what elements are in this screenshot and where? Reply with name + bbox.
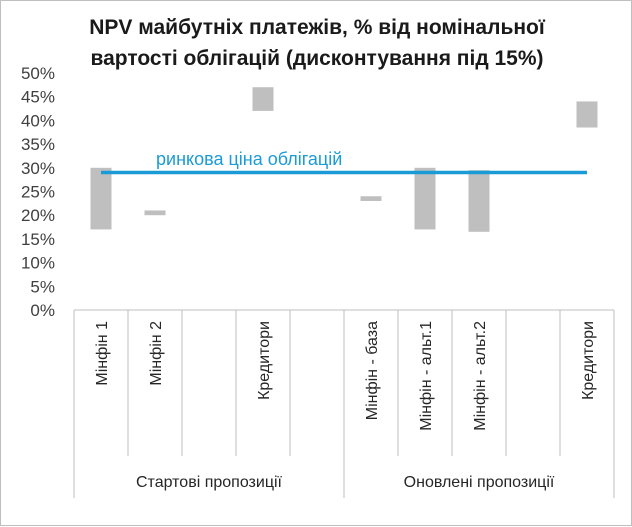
x-group-label: Оновлені пропозиції [404,474,555,491]
y-axis: 0% 5% 10% 15% 20% 25% 30% 35% 40% 45% 50% [21,64,55,320]
x-category-label: Кредитори [256,321,273,400]
range-bar [576,101,598,128]
y-tick-label: 40% [21,111,55,130]
chart-title-line-1: NPV майбутніх платежів, % від номінально… [89,16,546,39]
y-tick-label: 30% [21,159,55,178]
range-bar [414,167,436,230]
x-category-label: Мінфін - альт.1 [418,321,435,431]
y-tick-label: 45% [21,88,55,107]
x-category-label: Мінфін - база [364,321,381,420]
range-bar [144,210,166,216]
market-price-label: ринкова ціна облігацій [156,149,342,169]
y-tick-label: 0% [30,301,55,320]
x-category-label: Мінфін - альт.2 [472,321,489,431]
range-bar [468,170,490,232]
y-tick-label: 15% [21,230,55,249]
y-tick-label: 5% [30,277,55,296]
bars-layer [90,87,598,232]
range-bar [360,196,382,201]
chart-title: NPV майбутніх платежів, % від номінально… [89,16,546,70]
x-category-label: Мінфін 1 [94,321,111,386]
y-tick-label: 25% [21,183,55,202]
range-bar [252,87,274,111]
y-tick-label: 20% [21,206,55,225]
chart-title-line-2: вартості облігацій (дисконтування під 15… [90,47,543,70]
x-axis: Мінфін 1 Мінфін 2 Кредитори Мінфін - база Мі… [73,309,615,498]
y-tick-label: 50% [21,64,55,83]
x-category-label: Кредитори [580,321,597,400]
y-tick-label: 35% [21,135,55,154]
range-bar [90,167,112,230]
x-group-label: Стартові пропозиції [136,474,283,491]
y-tick-label: 10% [21,254,55,273]
x-category-label: Мінфін 2 [148,321,165,386]
reference-line-layer: ринкова ціна облігацій [101,149,587,175]
